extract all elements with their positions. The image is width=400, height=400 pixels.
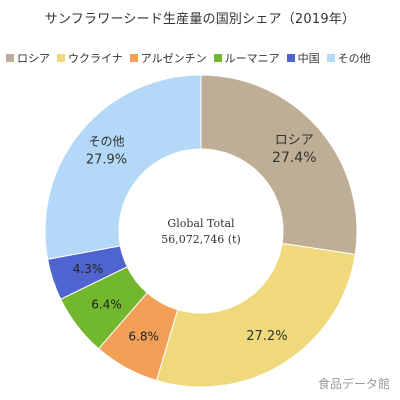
legend-item: ルーマニア	[213, 50, 280, 66]
center-label-total: 56,072,746 (t)	[161, 233, 240, 246]
legend-item: その他	[326, 50, 371, 66]
legend-item: ロシア	[6, 50, 50, 66]
legend-swatch	[57, 54, 65, 62]
donut-slice	[44, 74, 202, 260]
donut-slice	[155, 242, 356, 388]
legend-swatch	[129, 54, 138, 62]
slice-category-label: ロシア	[275, 133, 314, 148]
chart-title: サンフラワーシード生産量の国別シェア（2019年）	[44, 12, 356, 27]
watermark: 食品データ館	[317, 377, 390, 391]
legend-label: ロシア	[17, 52, 50, 65]
slice-value-label: 27.9%	[86, 152, 127, 167]
legend-swatch	[213, 54, 222, 62]
slice-value-label: 27.2%	[246, 329, 287, 344]
legend-label: その他	[337, 52, 371, 65]
center-label-title: Global Total	[167, 217, 235, 230]
legend: ロシア ウクライナ アルゼンチン ルーマニア 中国 その他	[6, 50, 398, 66]
legend-swatch	[326, 54, 335, 62]
slice-category-label: その他	[88, 134, 124, 148]
slice-value-label: 4.3%	[73, 262, 104, 276]
slice-value-label: 27.4%	[272, 150, 316, 166]
legend-item: ウクライナ	[57, 50, 123, 66]
legend-swatch	[6, 54, 14, 62]
legend-item: アルゼンチン	[129, 50, 207, 66]
legend-label: ルーマニア	[224, 52, 280, 65]
legend-label: アルゼンチン	[140, 52, 207, 65]
slice-value-label: 6.4%	[91, 297, 122, 311]
legend-item: 中国	[286, 50, 320, 66]
legend-label: 中国	[297, 52, 320, 65]
donut-slice	[200, 74, 358, 256]
slice-value-label: 6.8%	[128, 329, 159, 343]
legend-label: ウクライナ	[68, 52, 123, 65]
legend-swatch	[286, 54, 295, 62]
